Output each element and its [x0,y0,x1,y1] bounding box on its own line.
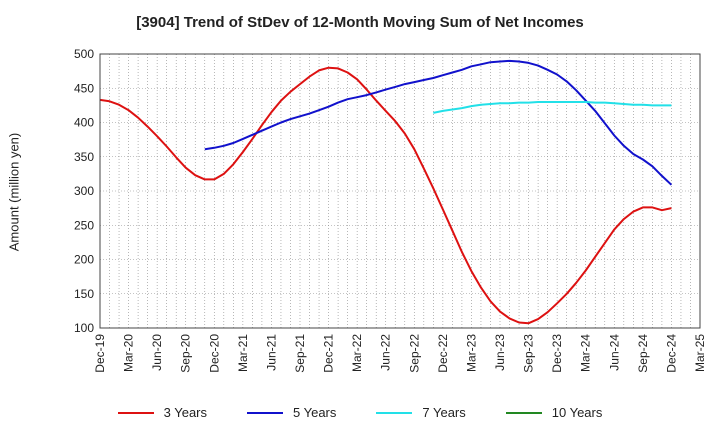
y-tick-label: 350 [74,150,94,164]
legend-label: 3 Years [163,405,207,420]
y-ticks: 100 150 200 250 300 350 400 450 500 [74,47,94,335]
legend-item-3-years: 3 Years [117,405,207,420]
x-tick-label: Dec-24 [664,334,678,373]
legend-swatch [376,411,413,414]
y-tick-label: 500 [74,47,94,61]
x-tick-label: Dec-19 [93,334,107,373]
series-line-7-years [433,101,672,114]
series-layer [99,59,673,325]
x-tick-label: Dec-22 [436,334,450,373]
legend-label: 10 Years [551,405,603,420]
legend-swatch [505,411,542,414]
y-tick-label: 450 [74,81,94,95]
plot-frame [99,53,701,329]
series-line-3-years [99,66,672,325]
x-tick-label: Mar-24 [579,334,593,372]
y-tick-label: 250 [74,218,94,232]
x-tick-label: Mar-25 [693,334,707,372]
legend-swatch [247,411,283,414]
x-tick-label: Sep-20 [179,334,193,373]
x-tick-label: Sep-21 [293,334,307,373]
legend: 3 Years 5 Years 7 Years 10 Years [0,405,720,420]
y-tick-label: 300 [74,184,94,198]
x-tick-label: Dec-20 [207,334,221,373]
x-tick-label: Sep-22 [407,334,421,373]
x-ticks: Dec-19 Mar-20 Jun-20 Sep-20 Dec-20 Mar-21 Jun-… [93,334,707,373]
x-tick-label: Jun-24 [607,334,621,371]
x-tick-label: Jun-23 [493,334,507,371]
x-tick-label: Sep-24 [636,334,650,373]
y-tick-label: 200 [74,253,94,267]
series-line-5-years [204,59,673,186]
chart-title: [3904] Trend of StDev of 12-Month Moving… [136,14,584,31]
x-tick-label: Jun-20 [150,334,164,371]
y-tick-label: 150 [74,287,94,301]
x-tick-label: Mar-23 [464,334,478,372]
y-tick-label: 400 [74,116,94,130]
x-tick-label: Dec-23 [550,334,564,373]
x-tick-label: Sep-23 [522,334,536,373]
legend-item-10-years: 10 Years [505,405,603,420]
x-tick-label: Mar-21 [236,334,250,372]
legend-label: 7 Years [422,405,466,420]
y-tick-label: 100 [74,321,94,335]
legend-label: 5 Years [293,405,337,420]
legend-item-7-years: 7 Years [376,405,466,420]
x-tick-label: Dec-21 [322,334,336,373]
legend-swatch [117,411,154,414]
x-tick-label: Mar-20 [122,334,136,372]
legend-item-5-years: 5 Years [247,405,336,420]
x-tick-label: Mar-22 [350,334,364,372]
x-tick-label: Jun-21 [264,334,278,371]
x-tick-label: Jun-22 [379,334,393,371]
